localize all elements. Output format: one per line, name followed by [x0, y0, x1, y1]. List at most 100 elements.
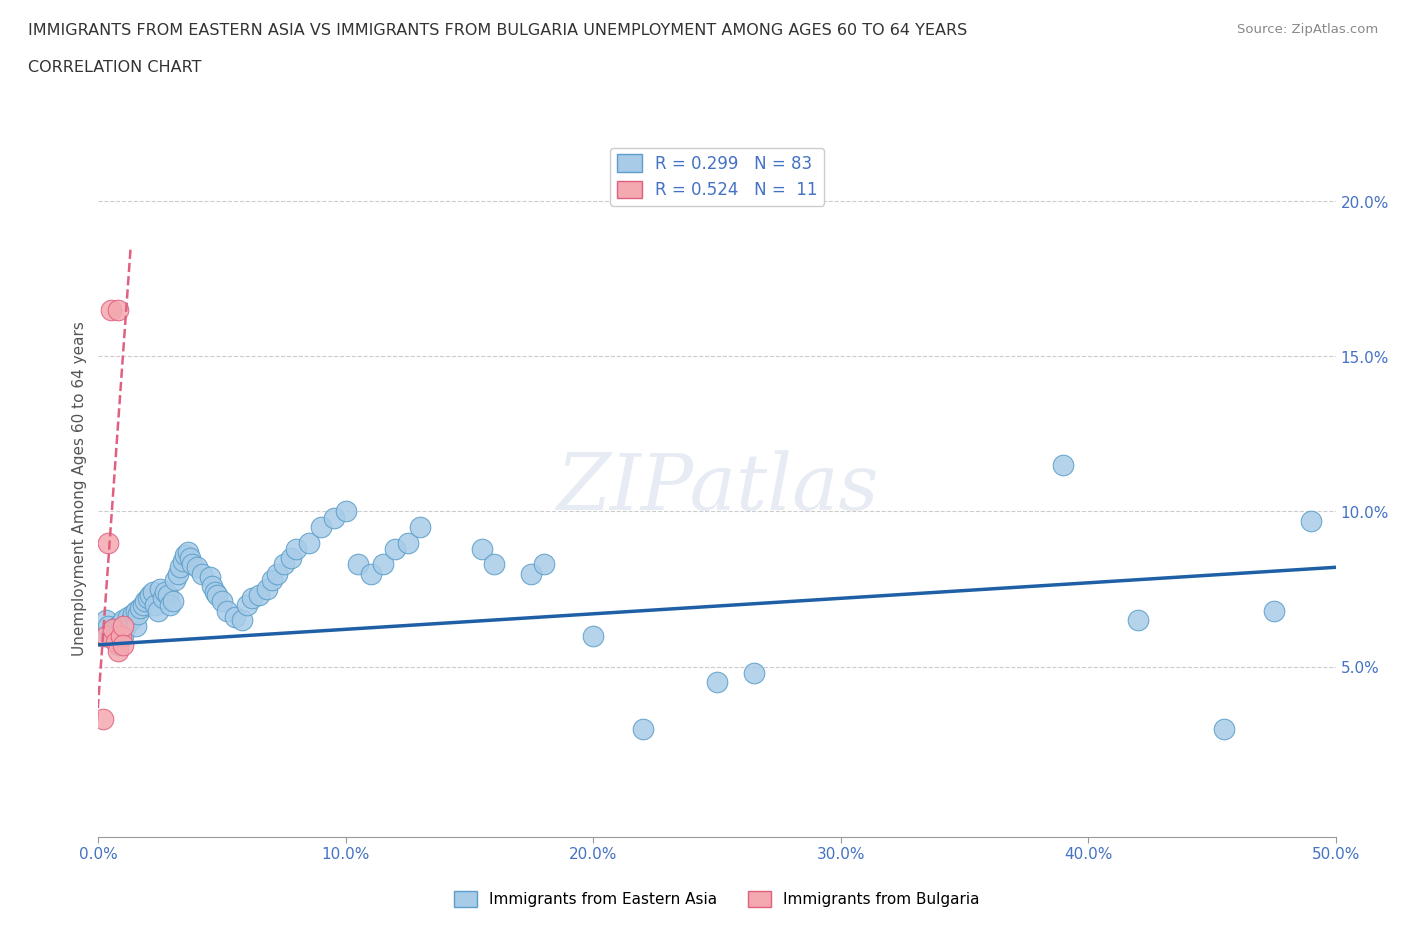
Point [100, 628, 122, 643]
Point [110, 628, 132, 643]
Point [1126, 613, 1149, 628]
Point [97, 535, 120, 550]
Point [114, 618, 136, 633]
Point [127, 606, 149, 621]
Point [146, 604, 169, 618]
Point [156, 588, 179, 603]
Point [335, 504, 357, 519]
Text: Source: ZipAtlas.com: Source: ZipAtlas.com [1237, 23, 1378, 36]
Point [107, 618, 129, 633]
Point [217, 604, 239, 618]
Text: IMMIGRANTS FROM EASTERN ASIA VS IMMIGRANTS FROM BULGARIA UNEMPLOYMENT AMONG AGES: IMMIGRANTS FROM EASTERN ASIA VS IMMIGRAN… [28, 23, 967, 38]
Point [211, 594, 233, 609]
Point [396, 535, 419, 550]
Point [93, 711, 115, 726]
Point [134, 594, 156, 609]
Point [347, 557, 370, 572]
Point [204, 585, 226, 600]
Point [273, 557, 295, 572]
Point [93, 628, 115, 643]
Point [224, 609, 246, 624]
Point [1052, 458, 1074, 472]
Point [174, 548, 197, 563]
Legend: Immigrants from Eastern Asia, Immigrants from Bulgaria: Immigrants from Eastern Asia, Immigrants… [449, 884, 986, 913]
Point [172, 553, 194, 568]
Point [322, 511, 344, 525]
Point [103, 622, 125, 637]
Point [205, 588, 228, 603]
Point [112, 637, 135, 652]
Point [471, 541, 494, 556]
Point [132, 597, 155, 612]
Point [104, 625, 127, 640]
Point [256, 581, 278, 596]
Point [298, 535, 321, 550]
Point [159, 597, 181, 612]
Point [124, 604, 146, 618]
Point [142, 585, 165, 600]
Point [94, 628, 117, 643]
Point [165, 572, 187, 587]
Point [706, 674, 728, 689]
Point [176, 544, 198, 559]
Point [260, 572, 283, 587]
Point [280, 551, 302, 565]
Point [631, 721, 654, 736]
Point [122, 606, 145, 621]
Point [266, 566, 288, 581]
Point [309, 520, 332, 535]
Point [149, 581, 172, 596]
Point [112, 618, 135, 633]
Point [360, 566, 382, 581]
Point [231, 613, 253, 628]
Point [1213, 721, 1236, 736]
Point [104, 634, 127, 649]
Point [1263, 604, 1285, 618]
Point [103, 631, 125, 646]
Point [152, 591, 174, 605]
Point [1299, 513, 1322, 528]
Text: CORRELATION CHART: CORRELATION CHART [28, 60, 201, 75]
Point [112, 613, 135, 628]
Point [371, 557, 394, 572]
Point [155, 585, 177, 600]
Point [103, 622, 125, 637]
Point [166, 566, 188, 581]
Point [582, 628, 605, 643]
Point [117, 609, 139, 624]
Point [169, 560, 191, 575]
Point [107, 302, 129, 317]
Point [107, 644, 129, 658]
Point [162, 594, 184, 609]
Point [285, 541, 308, 556]
Point [179, 551, 201, 565]
Point [247, 588, 270, 603]
Point [409, 520, 432, 535]
Point [100, 302, 122, 317]
Point [240, 591, 263, 605]
Point [112, 628, 135, 643]
Point [742, 665, 765, 680]
Point [124, 618, 146, 633]
Point [236, 597, 259, 612]
Point [201, 578, 224, 593]
Point [139, 588, 162, 603]
Point [191, 566, 214, 581]
Text: ZIPatlas: ZIPatlas [555, 450, 879, 526]
Point [136, 591, 159, 605]
Point [533, 557, 555, 572]
Point [110, 616, 132, 631]
Point [120, 613, 142, 628]
Point [107, 637, 129, 652]
Point [384, 541, 406, 556]
Point [181, 557, 204, 572]
Point [484, 557, 506, 572]
Point [520, 566, 543, 581]
Y-axis label: Unemployment Among Ages 60 to 64 years: Unemployment Among Ages 60 to 64 years [72, 321, 87, 656]
Point [97, 618, 120, 633]
Point [198, 569, 221, 584]
Point [129, 600, 152, 615]
Point [94, 613, 117, 628]
Point [143, 597, 166, 612]
Point [186, 560, 208, 575]
